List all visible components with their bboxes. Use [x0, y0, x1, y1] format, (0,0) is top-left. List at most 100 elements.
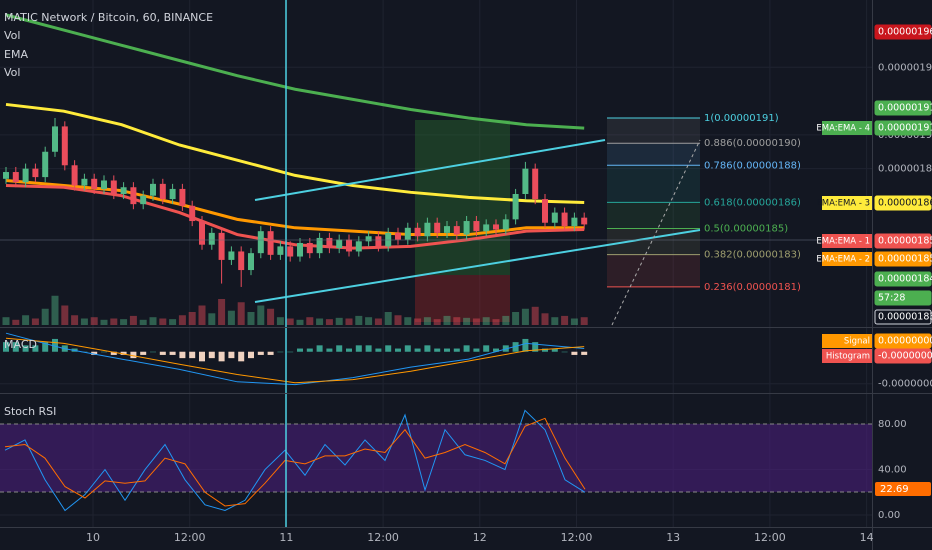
- candle-body: [3, 172, 9, 179]
- volume-bar: [227, 310, 235, 325]
- macd-hist: [385, 345, 392, 352]
- macd-hist: [248, 351, 254, 359]
- stoch-d: [4, 417, 586, 507]
- macd-hist: [287, 351, 294, 353]
- candle-body: [257, 231, 264, 254]
- candle-body: [238, 251, 245, 271]
- candle-body: [561, 212, 568, 227]
- fib-label: 0.382(0.00000183): [704, 250, 801, 261]
- time-label: 14: [860, 531, 874, 544]
- macd-hist: [512, 342, 519, 352]
- volume-bar: [22, 315, 30, 325]
- candle-body: [306, 243, 313, 254]
- price-tag-label: 57:28: [878, 293, 905, 304]
- trendline-upper: [254, 139, 606, 201]
- volume-bar: [100, 319, 108, 325]
- volume-bar: [404, 317, 412, 325]
- indicator-label: Vol: [4, 29, 20, 42]
- volume-bar: [286, 318, 294, 325]
- signal-line: [5, 337, 585, 384]
- candle-body: [267, 231, 274, 255]
- volume-bar: [61, 305, 69, 325]
- fib-trend: [611, 139, 701, 326]
- series-tag-label: Histogram: [826, 352, 870, 362]
- price-tag-label: 0.00000196: [878, 27, 932, 38]
- y-tick-label: 40.00: [878, 465, 907, 476]
- macd-hist: [52, 338, 58, 352]
- y-tick-label: 80.00: [878, 419, 907, 430]
- y-tick-label: -0.00000001: [878, 379, 932, 390]
- axes: 10 12:00 11 12:00 12 12:00 13 12:00 14 0.00000194…: [86, 24, 932, 544]
- fib-label: 1(0.00000191): [704, 113, 779, 124]
- candle-body: [297, 243, 303, 257]
- fib-label: 0.886(0.00000190): [704, 138, 801, 149]
- y-tick-label: 0.00: [878, 510, 900, 521]
- volume-bar: [394, 315, 402, 325]
- candle-body: [453, 226, 460, 235]
- macd-hist: [150, 351, 156, 353]
- fib-label: 0.236(0.00000181): [704, 282, 801, 293]
- price-tag-label: 0.00000183: [878, 312, 932, 323]
- price-tag-label: 0.00000185: [878, 254, 932, 265]
- y-tick-label: 0.00000188: [878, 164, 932, 175]
- candle-body: [189, 205, 196, 222]
- macd-hist: [434, 348, 441, 352]
- candle-body: [483, 224, 490, 232]
- macd-hist: [297, 348, 303, 352]
- macd-hist: [22, 345, 29, 352]
- volume-bar: [129, 315, 137, 325]
- price-tag-label: -0.00000000: [878, 351, 932, 362]
- candle-body: [130, 187, 137, 205]
- macd-hist: [120, 351, 127, 355]
- fib-zone: [607, 254, 700, 287]
- macd-hist: [532, 342, 539, 352]
- volume-bar: [433, 319, 441, 325]
- macd-hist: [453, 348, 460, 352]
- time-label: 12:00: [561, 531, 593, 544]
- price-tag-label: 0.00000186: [878, 198, 932, 209]
- macd-hist: [306, 348, 313, 352]
- candle-body: [287, 246, 294, 257]
- candle-body: [81, 178, 88, 186]
- macd-hist: [365, 345, 372, 352]
- volume-bar: [463, 317, 471, 325]
- candle-body: [218, 232, 225, 260]
- candle-body: [228, 251, 235, 260]
- stoch-tag: [875, 482, 931, 496]
- time-label: 12:00: [754, 531, 786, 544]
- series-tag: [822, 196, 872, 210]
- volume-bar: [178, 315, 186, 325]
- volume-bar: [443, 315, 451, 325]
- macd-hist: [551, 348, 558, 352]
- volume-bar: [521, 308, 529, 325]
- candle-body: [581, 217, 588, 225]
- macd-hist: [32, 345, 39, 352]
- series-tag: [822, 334, 872, 348]
- volume-bar: [306, 317, 314, 325]
- candle-body: [434, 222, 441, 233]
- macd-hist: [218, 351, 225, 362]
- volume-bar: [218, 299, 226, 325]
- macd-hist: [493, 348, 499, 352]
- macd-hist: [542, 348, 548, 352]
- price-tag-label: 0.00000191: [878, 103, 932, 114]
- candle-body: [512, 194, 519, 220]
- macd-hist: [110, 351, 117, 355]
- price-tag-label: 0.00000191: [878, 123, 932, 134]
- series-tag: [822, 252, 872, 266]
- series-tag: [822, 234, 872, 248]
- candle-body: [159, 183, 166, 200]
- candle-body: [365, 236, 372, 242]
- macd-hist: [179, 351, 186, 359]
- candle-body: [277, 246, 284, 255]
- macd-hist: [424, 345, 431, 352]
- candle-body: [199, 221, 205, 245]
- volume-bar: [365, 317, 373, 325]
- fib-label: 0.618(0.00000186): [704, 197, 801, 208]
- volume-bar: [188, 312, 196, 325]
- macd-hist: [257, 351, 264, 355]
- volume-bar: [570, 318, 578, 325]
- macd-hist: [277, 351, 284, 353]
- stoch-k: [4, 409, 586, 512]
- price-tag: [874, 251, 932, 267]
